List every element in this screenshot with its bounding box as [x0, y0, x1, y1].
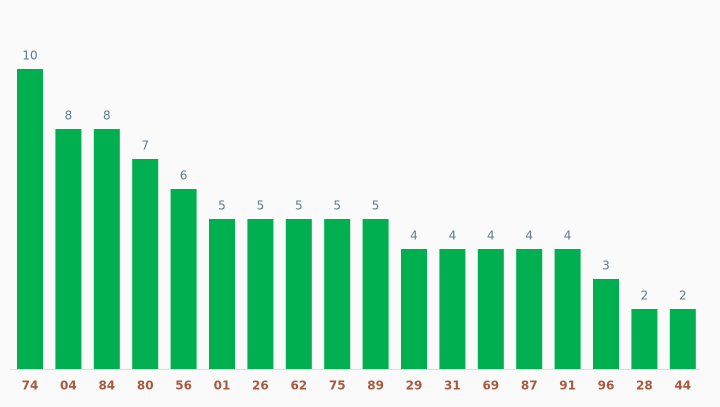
x-tick-label: 75 — [329, 379, 346, 393]
bar — [669, 309, 696, 369]
bar — [593, 279, 619, 369]
value-label: 5 — [372, 199, 380, 213]
x-tick-label: 62 — [290, 379, 307, 393]
value-label: 3 — [602, 259, 610, 273]
x-tick-label: 91 — [559, 379, 576, 393]
x-tick-label: 31 — [444, 379, 461, 393]
bar — [516, 249, 543, 369]
x-tick-label: 80 — [137, 379, 154, 393]
bar — [631, 309, 658, 369]
value-label: 10 — [22, 49, 37, 63]
x-tick-label: 96 — [598, 379, 615, 393]
bar — [324, 219, 351, 369]
x-tick-label: 29 — [406, 379, 423, 393]
value-label: 2 — [641, 289, 649, 303]
value-label: 4 — [449, 229, 457, 243]
x-tick-label: 44 — [674, 379, 691, 393]
bar — [170, 189, 197, 369]
x-tick-label: 74 — [22, 379, 39, 393]
value-label: 4 — [564, 229, 572, 243]
value-label: 6 — [180, 169, 188, 183]
bar — [285, 219, 312, 369]
bar — [17, 69, 43, 369]
x-tick-label: 87 — [521, 379, 538, 393]
x-tick-label: 28 — [636, 379, 653, 393]
bar — [554, 249, 581, 369]
x-tick-label: 89 — [367, 379, 384, 393]
bar — [93, 129, 120, 369]
value-label: 5 — [295, 199, 303, 213]
value-label: 4 — [525, 229, 533, 243]
x-tick-label: 84 — [98, 379, 115, 393]
value-label: 5 — [257, 199, 265, 213]
x-tick-label: 69 — [482, 379, 499, 393]
bar — [401, 249, 427, 369]
bar — [439, 249, 466, 369]
value-label: 4 — [487, 229, 495, 243]
x-tick-label: 26 — [252, 379, 269, 393]
value-label: 7 — [141, 139, 149, 153]
value-label: 5 — [333, 199, 341, 213]
value-label: 8 — [65, 109, 73, 123]
value-label: 2 — [679, 289, 687, 303]
x-tick-label: 01 — [214, 379, 231, 393]
bar — [55, 129, 82, 369]
bar — [132, 159, 159, 369]
value-label: 8 — [103, 109, 111, 123]
bar — [477, 249, 504, 369]
value-label: 5 — [218, 199, 226, 213]
x-tick-label: 56 — [175, 379, 192, 393]
x-tick-label: 04 — [60, 379, 77, 393]
bar — [247, 219, 274, 369]
bar — [362, 219, 389, 369]
value-label: 4 — [410, 229, 418, 243]
bar — [209, 219, 235, 369]
